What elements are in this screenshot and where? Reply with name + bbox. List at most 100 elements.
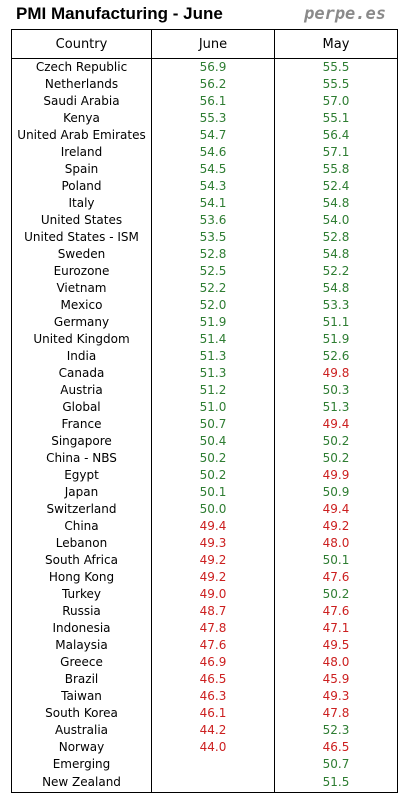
country-cell: Vietnam bbox=[56, 281, 107, 295]
table-row: Czech Republic 56.9 55.5 bbox=[12, 58, 398, 76]
table-row: Global 51.0 51.3 bbox=[12, 399, 398, 416]
june-value-cell: 49.2 bbox=[151, 552, 275, 569]
country-cell: Lebanon bbox=[55, 536, 108, 550]
may-value-cell: 47.6 bbox=[274, 569, 398, 586]
june-value-cell: 54.3 bbox=[151, 178, 275, 195]
country-cell: Austria bbox=[60, 383, 103, 397]
may-value-cell: 49.4 bbox=[274, 416, 398, 433]
table-row: Spain 54.5 55.8 bbox=[12, 161, 398, 178]
table-row: Greece 46.9 48.0 bbox=[12, 654, 398, 671]
may-value-cell: 51.1 bbox=[274, 314, 398, 331]
june-value-cell: 56.2 bbox=[151, 76, 275, 93]
may-value-cell: 54.8 bbox=[274, 195, 398, 212]
country-cell: New Zealand bbox=[42, 775, 121, 789]
country-cell: Mexico bbox=[60, 298, 103, 312]
june-value-cell: 50.1 bbox=[151, 484, 275, 501]
may-value-cell: 51.3 bbox=[274, 399, 398, 416]
june-value-cell: 55.3 bbox=[151, 110, 275, 127]
june-value-cell: 46.1 bbox=[151, 705, 275, 722]
country-cell: Egypt bbox=[64, 468, 99, 482]
table-row: Emerging 50.7 bbox=[12, 756, 398, 773]
header-row: Country June May bbox=[11, 29, 398, 59]
may-value-cell: 54.8 bbox=[274, 280, 398, 297]
table-row: Turkey 49.0 50.2 bbox=[12, 586, 398, 603]
table-row: Eurozone 52.5 52.2 bbox=[12, 263, 398, 280]
june-value-cell: 49.0 bbox=[151, 586, 275, 603]
june-value-cell: 47.8 bbox=[151, 620, 275, 637]
may-value-cell: 54.0 bbox=[274, 212, 398, 229]
june-value-cell: 44.2 bbox=[151, 722, 275, 739]
june-value-cell: 50.2 bbox=[151, 467, 275, 484]
may-value-cell: 57.1 bbox=[274, 144, 398, 161]
table-row: United States - ISM 53.5 52.8 bbox=[12, 229, 398, 246]
june-value-cell: 52.5 bbox=[151, 263, 275, 280]
country-cell: Brazil bbox=[64, 672, 99, 686]
table-row: South Africa 49.2 50.1 bbox=[12, 552, 398, 569]
page-title: PMI Manufacturing - June bbox=[16, 4, 223, 23]
may-value-cell: 50.2 bbox=[274, 586, 398, 603]
june-value-cell: 46.5 bbox=[151, 671, 275, 688]
table-row: New Zealand 51.5 bbox=[12, 773, 398, 793]
table-row: China - NBS 50.2 50.2 bbox=[12, 450, 398, 467]
country-cell: France bbox=[61, 417, 102, 431]
table-row: India 51.3 52.6 bbox=[12, 348, 398, 365]
may-value-cell: 49.8 bbox=[274, 365, 398, 382]
table-row: Japan 50.1 50.9 bbox=[12, 484, 398, 501]
june-value-cell: 54.1 bbox=[151, 195, 275, 212]
country-cell: Japan bbox=[64, 485, 99, 499]
country-cell: South Africa bbox=[45, 553, 118, 567]
may-value-cell: 48.0 bbox=[274, 535, 398, 552]
may-value-cell: 47.8 bbox=[274, 705, 398, 722]
june-value-cell: 56.9 bbox=[151, 58, 275, 76]
june-value-cell: 50.0 bbox=[151, 501, 275, 518]
country-cell: Eurozone bbox=[53, 264, 110, 278]
may-value-cell: 52.3 bbox=[274, 722, 398, 739]
country-cell: Malaysia bbox=[55, 638, 108, 652]
may-value-cell: 47.6 bbox=[274, 603, 398, 620]
table-row: Hong Kong 49.2 47.6 bbox=[12, 569, 398, 586]
table-row: Malaysia 47.6 49.5 bbox=[12, 637, 398, 654]
table-row: United States 53.6 54.0 bbox=[12, 212, 398, 229]
june-value-cell: 49.3 bbox=[151, 535, 275, 552]
country-cell: United States bbox=[40, 213, 123, 227]
june-value-cell: 48.7 bbox=[151, 603, 275, 620]
june-value-cell: 51.0 bbox=[151, 399, 275, 416]
column-header-june: June bbox=[151, 29, 275, 59]
country-cell: Global bbox=[62, 400, 101, 414]
country-cell: Australia bbox=[54, 723, 109, 737]
may-value-cell: 49.3 bbox=[274, 688, 398, 705]
june-value-cell: 56.1 bbox=[151, 93, 275, 110]
country-cell: Czech Republic bbox=[35, 60, 128, 74]
table-row: Lebanon 49.3 48.0 bbox=[12, 535, 398, 552]
may-value-cell: 49.5 bbox=[274, 637, 398, 654]
may-value-cell: 49.4 bbox=[274, 501, 398, 518]
june-value-cell: 52.8 bbox=[151, 246, 275, 263]
table-row: Australia 44.2 52.3 bbox=[12, 722, 398, 739]
table-row: Norway 44.0 46.5 bbox=[12, 739, 398, 756]
may-value-cell: 48.0 bbox=[274, 654, 398, 671]
june-value-cell: 51.4 bbox=[151, 331, 275, 348]
june-value-cell: 54.5 bbox=[151, 161, 275, 178]
table-row: Egypt 50.2 49.9 bbox=[12, 467, 398, 484]
country-cell: United States - ISM bbox=[24, 230, 139, 244]
column-header-may: May bbox=[274, 29, 398, 59]
may-value-cell: 45.9 bbox=[274, 671, 398, 688]
country-cell: Italy bbox=[68, 196, 95, 210]
table-row: Vietnam 52.2 54.8 bbox=[12, 280, 398, 297]
table-row: Canada 51.3 49.8 bbox=[12, 365, 398, 382]
june-value-cell: 50.4 bbox=[151, 433, 275, 450]
country-cell: China - NBS bbox=[46, 451, 117, 465]
may-value-cell: 49.2 bbox=[274, 518, 398, 535]
june-value-cell bbox=[151, 773, 275, 793]
country-cell: Switzerland bbox=[46, 502, 117, 516]
country-cell: United Kingdom bbox=[33, 332, 130, 346]
may-value-cell: 55.8 bbox=[274, 161, 398, 178]
country-cell: Hong Kong bbox=[48, 570, 115, 584]
june-value-cell: 52.2 bbox=[151, 280, 275, 297]
may-value-cell: 52.6 bbox=[274, 348, 398, 365]
pmi-table: Country June May Czech Republic 56.9 55.5 N… bbox=[11, 29, 398, 793]
may-value-cell: 52.4 bbox=[274, 178, 398, 195]
may-value-cell: 50.3 bbox=[274, 382, 398, 399]
country-cell: United Arab Emirates bbox=[17, 128, 146, 142]
country-cell: Turkey bbox=[61, 587, 102, 601]
